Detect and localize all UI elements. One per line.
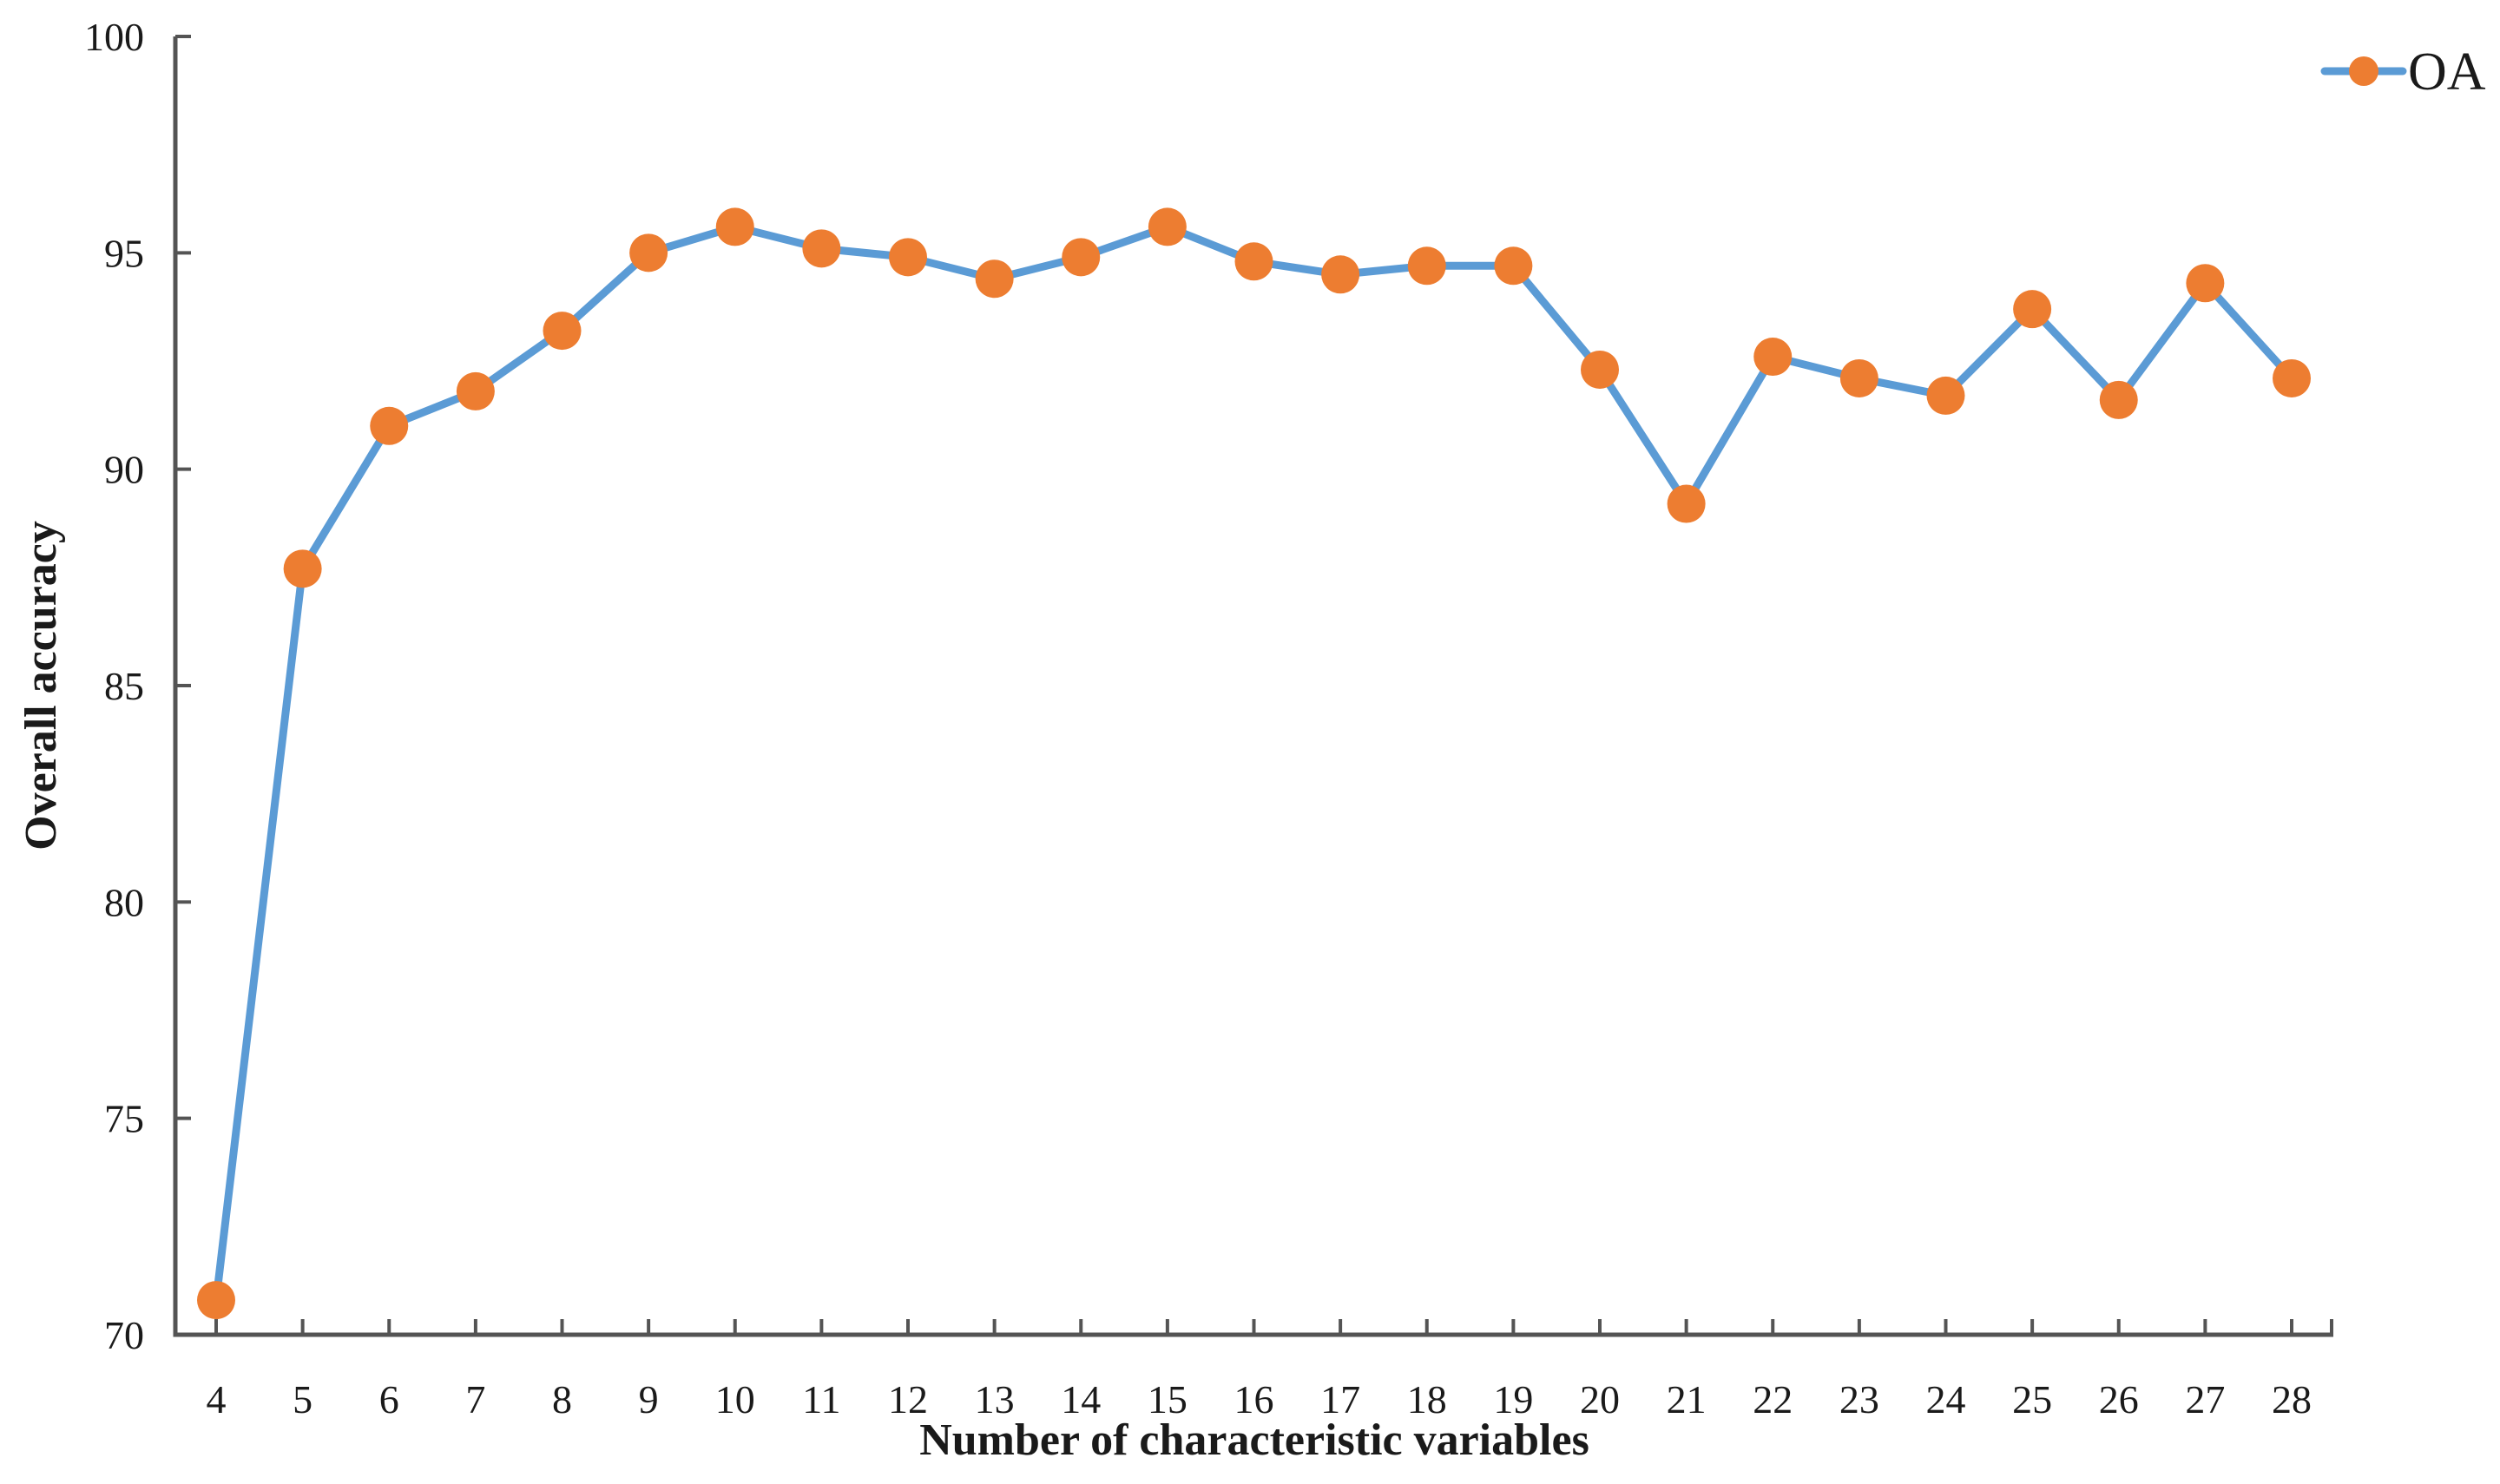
data-point-marker (1581, 350, 1619, 389)
x-tick-label: 9 (639, 1377, 659, 1422)
legend: OA (2320, 43, 2486, 102)
x-tick-label: 16 (1234, 1377, 1274, 1422)
legend-marker-icon (2349, 56, 2378, 86)
y-tick-label: 75 (104, 1097, 144, 1141)
data-point-marker (1062, 238, 1101, 277)
data-point-marker (1926, 376, 1965, 415)
y-axis-title: Overall accuracy (16, 521, 66, 850)
legend-label: OA (2408, 43, 2486, 102)
y-tick-label: 70 (104, 1313, 144, 1357)
data-point-marker (197, 1281, 235, 1320)
data-point-marker (1753, 338, 1793, 377)
x-tick-label: 26 (2099, 1377, 2139, 1422)
data-point-marker (1494, 246, 1533, 286)
y-tick-label: 90 (104, 448, 144, 492)
x-tick-label: 27 (2185, 1377, 2225, 1422)
y-tick-label: 100 (84, 15, 144, 59)
x-tick-label: 4 (207, 1377, 227, 1422)
data-point-marker (802, 229, 841, 268)
data-point-marker (2099, 380, 2138, 419)
data-point-marker (629, 233, 668, 273)
y-tick-label: 80 (104, 880, 144, 924)
x-tick-label: 18 (1407, 1377, 1447, 1422)
data-point-marker (715, 207, 754, 246)
x-tick-label: 23 (1839, 1377, 1879, 1422)
x-tick-label: 24 (1926, 1377, 1966, 1422)
x-tick-label: 20 (1580, 1377, 1620, 1422)
data-point-marker (2186, 264, 2225, 303)
data-point-marker (1667, 484, 1706, 523)
plot-area: 70 75 80 85 90 95 100 4 5 6 7 8 9 10 11 12 13 14 15 16 17 18 1… (84, 15, 2333, 1422)
data-point-marker (2273, 358, 2311, 397)
data-point-marker (283, 549, 322, 588)
x-axis-title: Number of characteristic variables (919, 1415, 1589, 1465)
x-tick-label: 17 (1320, 1377, 1360, 1422)
data-point-marker (370, 406, 409, 445)
x-tick-label: 25 (2012, 1377, 2052, 1422)
x-tick-label: 11 (802, 1377, 840, 1422)
x-tick-label: 10 (715, 1377, 755, 1422)
y-tick-label: 95 (104, 231, 144, 275)
data-point-marker (975, 259, 1014, 299)
x-tick-label: 5 (293, 1377, 312, 1422)
data-point-marker (1321, 255, 1360, 294)
data-point-marker (456, 371, 495, 410)
x-tick-label: 8 (552, 1377, 572, 1422)
x-tick-label: 6 (379, 1377, 399, 1422)
data-point-marker (889, 238, 927, 277)
x-tick-label: 13 (975, 1377, 1015, 1422)
x-tick-label: 22 (1753, 1377, 1793, 1422)
x-tick-label: 28 (2272, 1377, 2312, 1422)
data-point-marker (2013, 290, 2052, 329)
x-tick-label: 7 (465, 1377, 485, 1422)
x-tick-label: 21 (1667, 1377, 1707, 1422)
x-tick-label: 12 (888, 1377, 928, 1422)
data-point-marker (1148, 207, 1187, 246)
y-tick-label: 85 (104, 664, 144, 708)
x-tick-label: 15 (1148, 1377, 1188, 1422)
data-point-marker (1839, 358, 1878, 397)
data-point-marker (1407, 246, 1446, 286)
data-point-marker (543, 312, 582, 351)
data-point-marker (1234, 242, 1273, 281)
x-tick-label: 14 (1061, 1377, 1101, 1422)
series-line (212, 222, 2296, 1304)
x-tick-label: 19 (1493, 1377, 1533, 1422)
